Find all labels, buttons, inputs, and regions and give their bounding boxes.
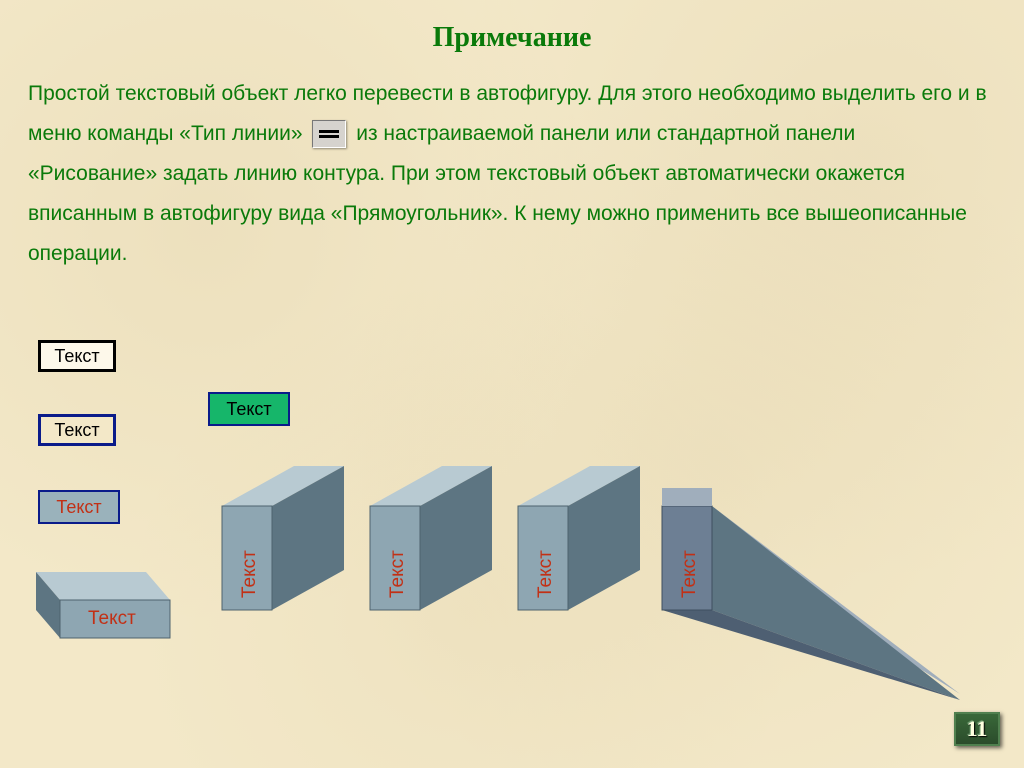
shape-label: Текст	[535, 550, 557, 598]
text-box-box1: Текст	[38, 340, 116, 372]
shape-label: Текст	[387, 550, 409, 598]
text-box-box2: Текст	[38, 414, 116, 446]
body-paragraph: Простой текстовый объект легко перевести…	[28, 74, 988, 274]
line-type-icon	[312, 120, 346, 148]
slide: Примечание Простой текстовый объект легк…	[0, 0, 1024, 768]
text-box-box-green: Текст	[208, 392, 290, 426]
text-box-box3: Текст	[38, 490, 120, 524]
shape-label: Текст	[239, 550, 261, 598]
shape-label: Текст	[679, 550, 701, 598]
page-number-badge: 11	[954, 712, 1000, 746]
slide-title: Примечание	[0, 22, 1024, 54]
page-number: 11	[967, 716, 988, 742]
shape-label: Текст	[88, 608, 136, 630]
wedge-shape	[662, 488, 960, 700]
